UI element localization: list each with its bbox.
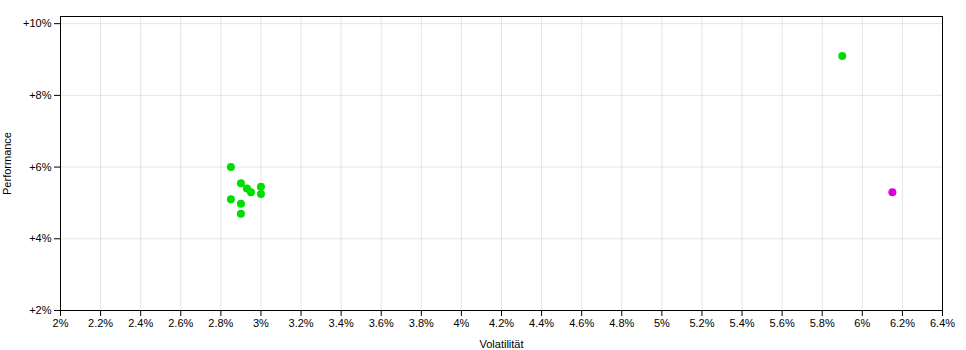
svg-text:+8%: +8% xyxy=(29,89,52,101)
svg-text:+4%: +4% xyxy=(29,232,52,244)
svg-text:6.2%: 6.2% xyxy=(890,317,915,329)
svg-text:Volatilität: Volatilität xyxy=(479,338,523,350)
svg-text:6.4%: 6.4% xyxy=(930,317,955,329)
svg-text:2.2%: 2.2% xyxy=(88,317,113,329)
svg-text:5.4%: 5.4% xyxy=(730,317,755,329)
svg-text:Performance: Performance xyxy=(1,132,13,195)
svg-text:5%: 5% xyxy=(654,317,670,329)
svg-text:2.8%: 2.8% xyxy=(208,317,233,329)
svg-text:3%: 3% xyxy=(253,317,269,329)
svg-text:4.8%: 4.8% xyxy=(609,317,634,329)
svg-text:2.6%: 2.6% xyxy=(168,317,193,329)
svg-text:4.4%: 4.4% xyxy=(529,317,554,329)
svg-text:+6%: +6% xyxy=(29,161,52,173)
svg-text:4.6%: 4.6% xyxy=(569,317,594,329)
svg-text:+10%: +10% xyxy=(23,17,52,29)
svg-text:2.4%: 2.4% xyxy=(128,317,153,329)
svg-text:3.2%: 3.2% xyxy=(289,317,314,329)
svg-text:3.8%: 3.8% xyxy=(409,317,434,329)
svg-text:5.2%: 5.2% xyxy=(689,317,714,329)
svg-text:5.6%: 5.6% xyxy=(770,317,795,329)
svg-text:2%: 2% xyxy=(53,317,69,329)
svg-text:3.6%: 3.6% xyxy=(369,317,394,329)
svg-text:4.2%: 4.2% xyxy=(489,317,514,329)
svg-text:3.4%: 3.4% xyxy=(329,317,354,329)
svg-text:4%: 4% xyxy=(453,317,469,329)
svg-text:6%: 6% xyxy=(854,317,870,329)
svg-text:+2%: +2% xyxy=(29,304,52,316)
svg-text:5.8%: 5.8% xyxy=(810,317,835,329)
